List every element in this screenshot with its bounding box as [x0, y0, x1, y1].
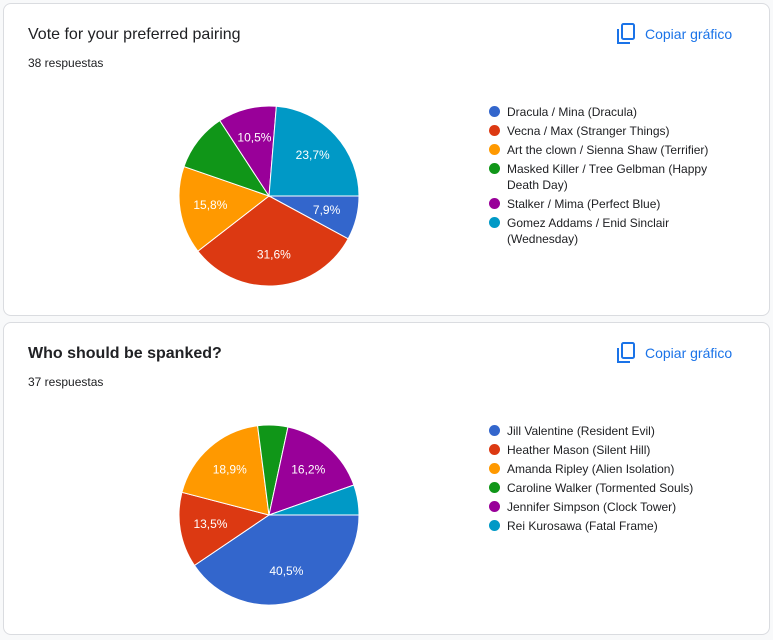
slice-label: 10,5% — [237, 131, 271, 145]
legend-label: Stalker / Mima (Perfect Blue) — [507, 197, 661, 211]
chart-card: Vote for your preferred pairing 38 respue… — [3, 3, 770, 316]
pie-slice — [268, 484, 360, 516]
legend-label: Rei Kurosawa (Fatal Frame) — [507, 519, 658, 533]
slice-label: 7,9% — [313, 203, 341, 217]
legend-label: Vecna / Max (Stranger Things) — [507, 124, 670, 138]
copy-chart-button[interactable]: Copiar gráfico — [616, 342, 732, 364]
pie-chart: 7,9% 31,6% 15,8% 10,5% 23,7% — [178, 105, 360, 287]
legend-item: Dracula / Mina (Dracula) — [488, 104, 718, 120]
legend-item: Amanda Ripley (Alien Isolation) — [488, 461, 718, 477]
slice-label: 13,5% — [193, 517, 227, 531]
legend-swatch — [489, 444, 500, 455]
legend-swatch — [489, 144, 500, 155]
legend-swatch — [489, 106, 500, 117]
slice-label: 16,2% — [291, 463, 325, 477]
slice-label: 18,9% — [213, 463, 247, 477]
copy-chart-button[interactable]: Copiar gráfico — [616, 23, 732, 45]
legend-swatch — [489, 463, 500, 474]
legend-label: Dracula / Mina (Dracula) — [507, 105, 638, 119]
legend-label: Gomez Addams / Enid Sinclair (Wednesday) — [507, 216, 670, 246]
legend-item: Jennifer Simpson (Clock Tower) — [488, 499, 718, 515]
response-count: 38 respuestas — [28, 56, 104, 70]
legend-swatch — [489, 482, 500, 493]
legend-item: Caroline Walker (Tormented Souls) — [488, 480, 718, 496]
legend-label: Caroline Walker (Tormented Souls) — [507, 481, 694, 495]
legend-swatch — [489, 198, 500, 209]
legend-label: Masked Killer / Tree Gelbman (Happy Deat… — [507, 162, 708, 192]
pie-slice — [178, 491, 271, 567]
legend-label: Jennifer Simpson (Clock Tower) — [507, 500, 677, 514]
legend-label: Amanda Ripley (Alien Isolation) — [507, 462, 675, 476]
legend-label: Art the clown / Sienna Shaw (Terrifier) — [507, 143, 709, 157]
legend-swatch — [489, 125, 500, 136]
legend-swatch — [489, 501, 500, 512]
legend: Jill Valentine (Resident Evil) Heather Ma… — [488, 423, 718, 537]
legend-item: Art the clown / Sienna Shaw (Terrifier) — [488, 142, 718, 158]
pie-slice — [197, 195, 349, 287]
legend-item: Gomez Addams / Enid Sinclair (Wednesday) — [488, 215, 718, 247]
legend-item: Jill Valentine (Resident Evil) — [488, 423, 718, 439]
legend-swatch — [489, 163, 500, 174]
pie-slice — [268, 105, 360, 197]
pie-slice — [268, 426, 355, 516]
legend-swatch — [489, 425, 500, 436]
pie-slice — [193, 514, 360, 606]
slice-label: 40,5% — [269, 564, 303, 578]
copy-chart-label: Copiar gráfico — [645, 26, 733, 42]
response-count: 37 respuestas — [28, 375, 104, 389]
pie-chart: 40,5% 13,5% 18,9% 16,2% — [178, 424, 360, 606]
legend-item: Rei Kurosawa (Fatal Frame) — [488, 518, 718, 534]
chart-card: Who should be spanked? 37 respuestas Copia… — [3, 322, 770, 635]
chart-title: Who should be spanked? — [28, 345, 222, 362]
copy-icon — [617, 23, 635, 44]
legend-item: Masked Killer / Tree Gelbman (Happy Deat… — [488, 161, 718, 193]
pie-slice — [178, 165, 271, 252]
legend-swatch — [489, 217, 500, 228]
legend: Dracula / Mina (Dracula) Vecna / Max (Str… — [488, 104, 718, 250]
legend-label: Heather Mason (Silent Hill) — [507, 443, 651, 457]
slice-label: 23,7% — [296, 148, 330, 162]
legend-swatch — [489, 520, 500, 531]
copy-icon — [617, 342, 635, 363]
legend-label: Jill Valentine (Resident Evil) — [507, 424, 655, 438]
legend-item: Heather Mason (Silent Hill) — [488, 442, 718, 458]
chart-title: Vote for your preferred pairing — [28, 26, 241, 43]
legend-item: Vecna / Max (Stranger Things) — [488, 123, 718, 139]
slice-label: 15,8% — [193, 198, 227, 212]
legend-item: Stalker / Mima (Perfect Blue) — [488, 196, 718, 212]
slice-label: 31,6% — [257, 247, 291, 261]
pie-slice — [181, 425, 270, 516]
copy-chart-label: Copiar gráfico — [645, 345, 733, 361]
